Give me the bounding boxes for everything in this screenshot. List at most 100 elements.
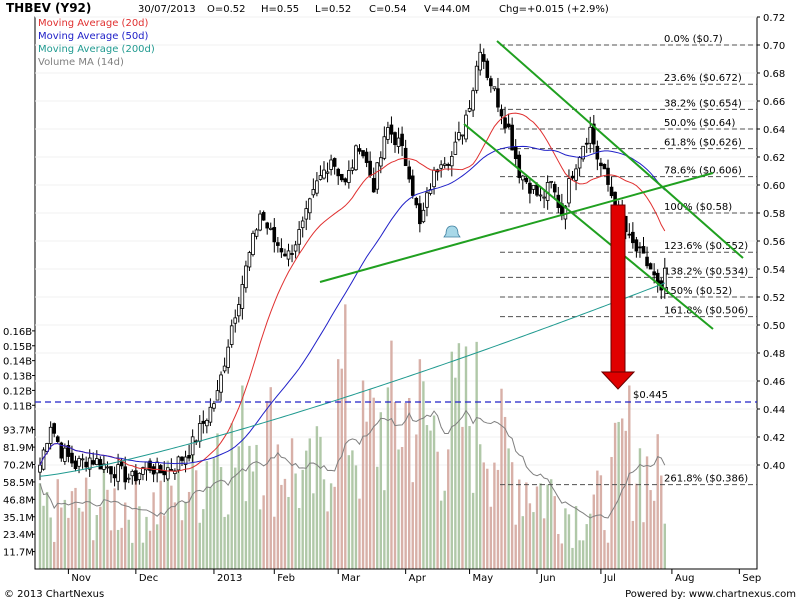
candle-body — [496, 88, 500, 108]
support-label: $0.445 — [633, 390, 668, 401]
price-tick-label: 0.56 — [763, 237, 785, 248]
volume-bar — [567, 514, 571, 569]
candle-body — [315, 180, 319, 194]
volume-bar — [411, 482, 414, 569]
volume-bar — [546, 484, 549, 569]
legend-ma50: Moving Average (50d) — [38, 31, 149, 42]
candle-body — [428, 189, 433, 194]
candle-body — [588, 126, 593, 144]
candle-body — [453, 141, 458, 155]
fib-label: 50.0% ($0.64) — [664, 118, 735, 129]
candle-body — [87, 457, 92, 470]
fib-label: 138.2% ($0.534) — [664, 266, 748, 277]
volume-bar — [557, 533, 560, 569]
volume-bar — [425, 425, 429, 569]
volume-bar — [606, 542, 610, 569]
candle-body — [378, 157, 383, 167]
volume-bar — [106, 489, 109, 569]
candle-body — [155, 461, 159, 474]
candle-body — [364, 151, 369, 163]
volume-bar — [237, 446, 240, 569]
candle-body — [52, 423, 56, 434]
channel-lower-line — [463, 123, 714, 330]
volume-axis: 0.16B 0.15B 0.14B 0.13B 0.12B 0.11B 93.7M 81.9M… — [3, 327, 35, 559]
candle-body — [535, 184, 539, 196]
month-tick-label: Jul — [603, 573, 616, 584]
candle-body — [478, 51, 482, 71]
candle-body — [531, 184, 536, 190]
volume-bar — [578, 540, 581, 569]
volume-bar — [624, 430, 627, 569]
volume-bar — [358, 498, 361, 569]
candle-body — [293, 244, 298, 252]
volume-bar — [347, 455, 351, 569]
volume-tick-label: 70.2M — [3, 461, 34, 472]
ma50-line — [39, 145, 666, 466]
volume-bars — [38, 304, 666, 569]
symbol-title: THBEV (Y92) — [6, 1, 91, 15]
volume-bar — [351, 450, 354, 569]
candle-body — [592, 123, 596, 145]
volume-tick-label: 58.5M — [3, 478, 34, 489]
candle-body — [641, 246, 646, 254]
price-tick-label: 0.58 — [763, 209, 785, 220]
volume-bar — [124, 502, 127, 569]
volume-bar — [113, 488, 116, 569]
volume-bar — [216, 433, 219, 569]
volume-bar — [212, 458, 216, 569]
month-tick-label: Jun — [539, 573, 556, 584]
volume-bar — [542, 518, 546, 569]
candle-body — [222, 365, 227, 372]
volume-bar — [390, 340, 393, 569]
volume-bar — [273, 516, 276, 569]
volume-bar — [92, 540, 95, 569]
candle-body — [197, 423, 202, 442]
volume-bar — [415, 434, 418, 569]
volume-bar — [550, 479, 553, 569]
volume-bar — [592, 494, 595, 569]
volume-bar — [95, 515, 98, 569]
candle-body — [247, 252, 252, 268]
volume-bar — [141, 542, 145, 569]
volume-bar — [45, 491, 49, 569]
price-tick-label: 0.52 — [763, 293, 785, 304]
volume-bar — [429, 430, 432, 569]
volume-bar — [67, 517, 70, 569]
volume-tick-label: 81.9M — [3, 443, 34, 454]
month-tick-label: Nov — [71, 573, 91, 584]
price-tick-label: 0.46 — [763, 377, 785, 388]
candle-body — [627, 233, 632, 236]
volume-bar — [422, 381, 425, 569]
volume-bar — [297, 507, 301, 569]
candle-body — [506, 123, 511, 128]
header-high: H=0.55 — [261, 4, 299, 15]
volume-bar — [226, 514, 230, 569]
candle-body — [371, 178, 376, 193]
volume-bar — [645, 456, 649, 569]
month-tick-label: Apr — [409, 573, 427, 584]
candle-body — [336, 168, 340, 177]
candle-body — [219, 374, 223, 393]
candle-body — [552, 183, 557, 193]
volume-bar — [74, 487, 77, 569]
volume-bar — [418, 359, 422, 569]
legend-volume-ma: Volume MA (14d) — [38, 57, 124, 68]
volume-bar — [280, 484, 283, 569]
candle-body — [116, 464, 120, 482]
candle-body — [513, 146, 518, 160]
volume-bar — [102, 464, 106, 569]
volume-bar — [294, 473, 297, 569]
candle-body — [542, 196, 546, 199]
volume-bar — [589, 513, 592, 569]
candle-body — [386, 127, 390, 140]
candle-body — [130, 470, 135, 477]
candle-body — [577, 157, 582, 169]
candle-body — [55, 436, 60, 442]
candle-body — [80, 458, 85, 461]
fib-label: 0.0% ($0.7) — [664, 34, 723, 45]
candle-body — [400, 133, 404, 147]
header-low: L=0.52 — [315, 4, 351, 15]
candle-body — [325, 171, 330, 174]
candle-body — [599, 162, 603, 167]
